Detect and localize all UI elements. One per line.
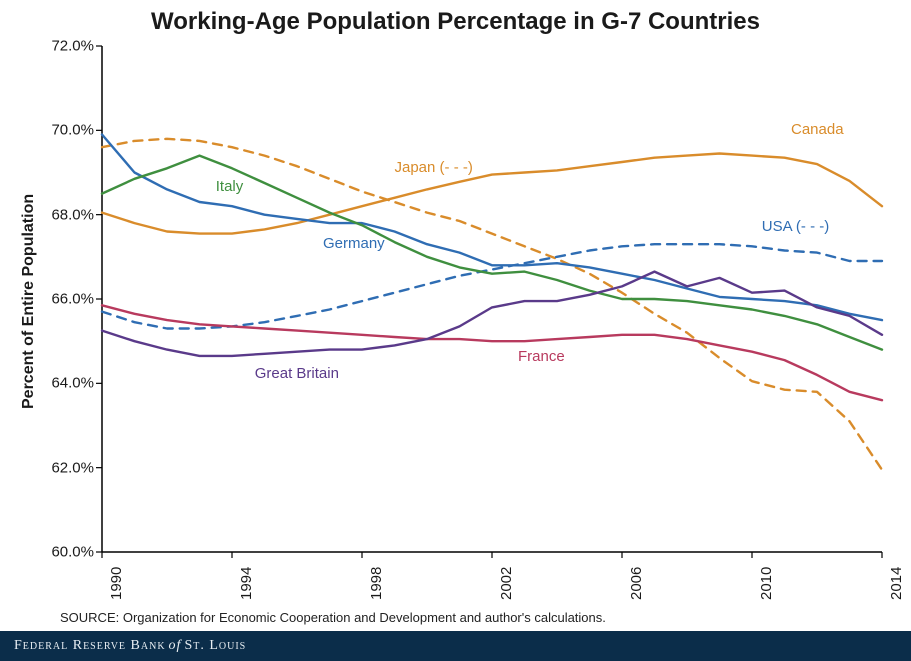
y-tick-label: 62.0% — [40, 459, 94, 476]
series-label-japan: Japan (- - -) — [395, 159, 473, 176]
series-label-italy: Italy — [216, 178, 244, 195]
series-usa — [102, 244, 882, 328]
y-tick-label: 66.0% — [40, 291, 94, 308]
y-tick-label: 70.0% — [40, 122, 94, 139]
series-label-canada: Canada — [791, 121, 844, 138]
x-tick-label: 2002 — [498, 567, 515, 600]
y-axis-label: Percent of Entire Population — [20, 194, 38, 409]
series-label-germany: Germany — [323, 235, 385, 252]
footer-part-of: of — [169, 638, 182, 654]
x-tick-label: 2010 — [758, 567, 775, 600]
y-tick-label: 68.0% — [40, 206, 94, 223]
x-tick-label: 2014 — [888, 567, 905, 600]
plot-area — [102, 46, 882, 552]
y-tick-label: 72.0% — [40, 38, 94, 55]
footer-bar: Federal Reserve Bank of St. Louis — [0, 631, 911, 661]
y-tick-label: 60.0% — [40, 544, 94, 561]
x-tick-label: 2006 — [628, 567, 645, 600]
series-france — [102, 305, 882, 400]
series-label-france: France — [518, 348, 565, 365]
source-note: SOURCE: Organization for Economic Cooper… — [60, 610, 606, 625]
x-tick-label: 1998 — [368, 567, 385, 600]
footer-part-2: St. Louis — [184, 638, 246, 654]
y-tick-label: 64.0% — [40, 375, 94, 392]
series-label-great: Great Britain — [255, 365, 339, 382]
series-great-britain — [102, 272, 882, 356]
series-label-usa: USA (- - -) — [762, 218, 830, 235]
x-tick-label: 1994 — [238, 567, 255, 600]
footer-part-1: Federal Reserve Bank — [14, 638, 166, 654]
chart-title: Working-Age Population Percentage in G-7… — [0, 8, 911, 36]
x-tick-label: 1990 — [108, 567, 125, 600]
chart-container: Working-Age Population Percentage in G-7… — [0, 0, 911, 661]
